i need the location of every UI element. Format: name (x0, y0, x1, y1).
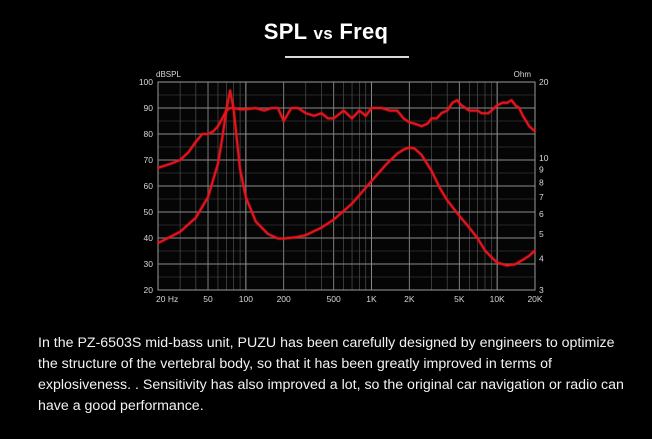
y2-tick-label: 20 (539, 77, 549, 87)
x-tick-label: 50 (203, 294, 213, 304)
y-tick-label: 70 (144, 155, 154, 165)
y-tick-label: 20 (144, 285, 154, 295)
x-tick-label: 200 (277, 294, 291, 304)
x-tick-label: 20K (527, 294, 542, 304)
x-tick-label: 1K (366, 294, 377, 304)
x-tick-label: 500 (327, 294, 341, 304)
product-description: In the PZ-6503S mid-bass unit, PUZU has … (38, 335, 624, 414)
x-tick-label: 2K (404, 294, 415, 304)
x-tick-label: 10K (490, 294, 505, 304)
y-tick-label: 60 (144, 181, 154, 191)
y2-tick-label: 9 (539, 165, 544, 175)
x-tick-label: 100 (239, 294, 253, 304)
y-tick-label: 80 (144, 129, 154, 139)
y2-tick-label: 6 (539, 209, 544, 219)
x-tick-label: 5K (454, 294, 465, 304)
y2-axis-title: Ohm (514, 70, 532, 79)
y-tick-label: 40 (144, 233, 154, 243)
spl-frequency-chart: dBSPL Ohm10090807060504030202010987654320… (139, 70, 549, 304)
y2-tick-label: 8 (539, 177, 544, 187)
series-line-impedance (157, 89, 536, 267)
series-line-spl (157, 99, 536, 169)
y2-tick-label: 5 (539, 229, 544, 239)
x-tick-label: 20 Hz (156, 294, 178, 304)
title-vs: vs (313, 24, 333, 43)
y-tick-label: 90 (144, 103, 154, 113)
y-tick-label: 30 (144, 259, 154, 269)
y2-tick-label: 4 (539, 253, 544, 263)
y2-tick-label: 7 (539, 192, 544, 202)
title-spl: SPL (263, 19, 308, 44)
y2-tick-label: 3 (539, 285, 544, 295)
chart-title: SPL vs Freq (0, 19, 652, 45)
y-tick-label: 100 (139, 77, 153, 87)
plot-frame (157, 81, 536, 291)
y2-tick-label: 10 (539, 153, 549, 163)
y-tick-label: 50 (144, 207, 154, 217)
y-axis-title: dBSPL (156, 70, 181, 79)
title-underline (285, 56, 409, 58)
title-freq: Freq (339, 19, 389, 44)
